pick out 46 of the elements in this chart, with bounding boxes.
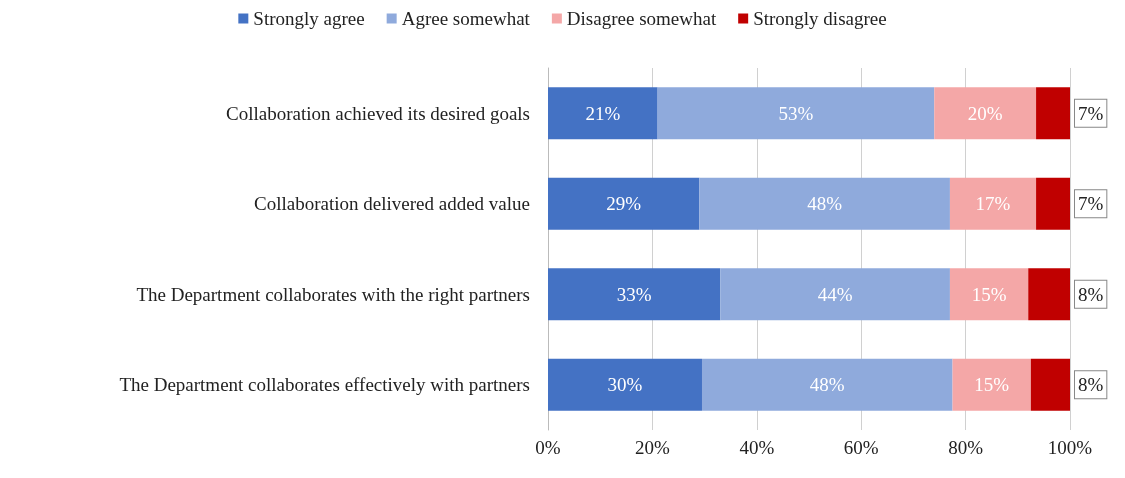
bar xyxy=(548,177,700,230)
data-label: 7% xyxy=(1078,193,1104,215)
x-tick-label: 20% xyxy=(634,437,670,458)
bar xyxy=(1030,358,1070,411)
data-label: 8% xyxy=(1078,283,1104,305)
data-label: 8% xyxy=(1078,374,1104,396)
bar xyxy=(949,177,1037,230)
data-label: 17% xyxy=(975,193,1011,215)
data-label: 29% xyxy=(606,193,642,215)
bar xyxy=(1028,268,1070,321)
y-tick-label: The Department collaborates effectively with partners xyxy=(119,374,530,396)
data-label: 20% xyxy=(967,102,1003,124)
x-tick-label: 100% xyxy=(1047,437,1093,458)
y-tick-label: The Department collaborates with the right partners xyxy=(136,283,530,305)
data-label: 33% xyxy=(616,283,652,305)
data-label: 48% xyxy=(809,374,845,396)
data-label: 15% xyxy=(971,283,1007,305)
data-label: 15% xyxy=(974,374,1010,396)
bar xyxy=(949,268,1029,321)
bar xyxy=(952,358,1031,411)
data-label: 30% xyxy=(607,374,643,396)
bar xyxy=(701,358,953,411)
data-label: 44% xyxy=(817,283,853,305)
data-label: 53% xyxy=(778,102,814,124)
y-tick-label: Collaboration delivered added value xyxy=(254,193,530,215)
data-label: 7% xyxy=(1078,102,1104,124)
bar xyxy=(720,268,950,321)
legend-label: Strongly agree xyxy=(253,8,365,29)
bar xyxy=(657,87,935,140)
bar xyxy=(699,177,950,230)
x-tick-label: 80% xyxy=(948,437,984,458)
x-tick-label: 40% xyxy=(739,437,775,458)
legend-label: Agree somewhat xyxy=(401,8,531,29)
bar xyxy=(548,358,702,411)
bar xyxy=(1036,177,1070,230)
bar xyxy=(548,87,658,140)
y-tick-label: Collaboration achieved its desired goals xyxy=(226,102,530,124)
x-tick-label: 0% xyxy=(535,437,561,458)
data-label: 48% xyxy=(807,193,843,215)
x-tick-label: 60% xyxy=(843,437,879,458)
bar xyxy=(548,268,721,321)
bar xyxy=(1036,87,1070,140)
bar xyxy=(934,87,1037,140)
data-label: 21% xyxy=(585,102,621,124)
legend-label: Strongly disagree xyxy=(753,8,887,29)
legend-label: Disagree somewhat xyxy=(566,8,717,29)
